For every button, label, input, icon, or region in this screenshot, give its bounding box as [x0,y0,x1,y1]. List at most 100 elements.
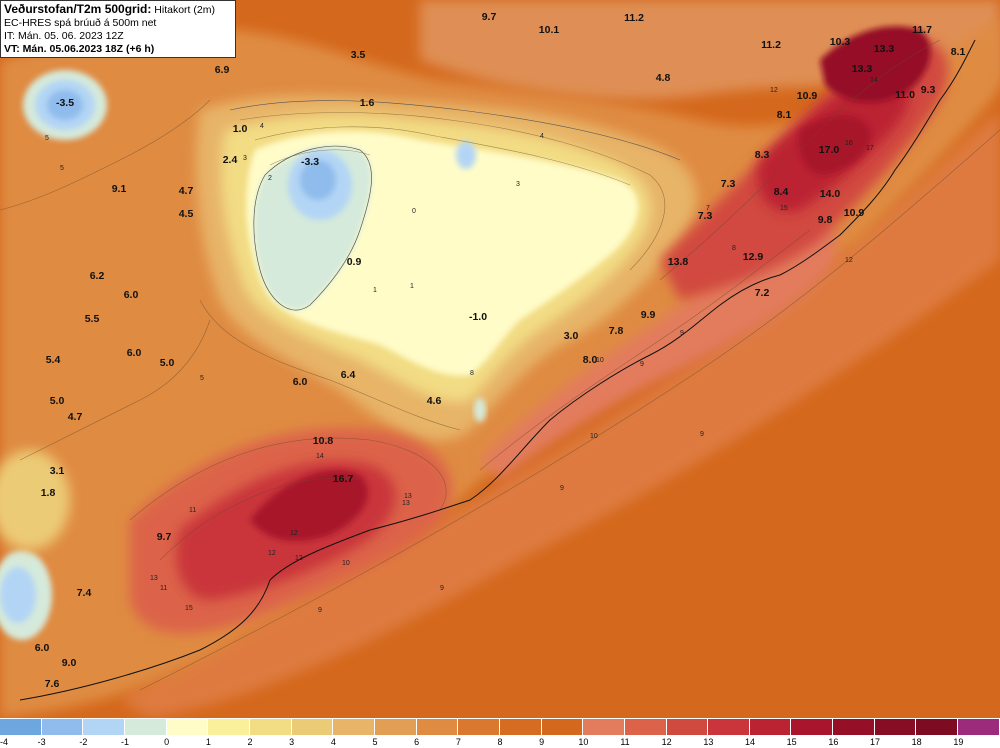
temperature-value-label: 11.2 [624,12,644,24]
legend-color-cell [41,719,84,735]
map-info-box: Veðurstofan/T2m 500grid: Hitakort (2m) E… [0,0,236,58]
temperature-value-label: 1.8 [41,487,56,499]
legend-tick-label: 2 [247,737,253,747]
temperature-value-label: 8.0 [583,354,598,366]
temperature-value-label: 10.9 [797,90,818,102]
west-yellow-zone [0,450,70,550]
temperature-value-label: 7.3 [721,178,736,190]
temperature-value-label: 10.8 [313,435,334,447]
legend-color-cell [874,719,917,735]
temperature-value-label: 11.0 [895,89,915,101]
temperature-value-label: 7.2 [755,287,770,299]
legend-color-cell [833,719,875,735]
temperature-value-label: 8.3 [755,149,770,161]
east-hottest-zone [820,26,931,103]
temperature-value-label: 1.6 [360,97,375,109]
legend-color-cell [958,719,1000,735]
legend-tick-label: -1 [120,737,130,747]
isotherm-label: 11 [189,507,196,514]
map-title-bold: Veðurstofan/T2m 500grid: [4,2,152,16]
isotherm-label: 16 [845,140,853,147]
temperature-value-label: 6.9 [215,64,230,76]
legend-tick-label: 4 [330,737,336,747]
isotherm-label: 5 [60,165,64,172]
legend-tick-label: 14 [744,737,756,747]
warm-sea-band [120,110,1000,718]
legend-color-cell [791,719,834,735]
lake-myvatn [456,141,476,169]
temperature-value-label: 5.4 [46,354,61,366]
legend-tick-label: 12 [661,737,672,747]
isotherm-label: 14 [870,77,878,84]
legend-color-cell [166,719,209,735]
init-time-line: IT: Mán. 05. 06. 2023 12Z [4,30,124,42]
legend-tick-label: 15 [786,737,797,747]
temperature-value-label: 1.0 [233,123,248,135]
isotherm-label: 2 [268,175,272,182]
isotherm-label: 9 [700,431,704,438]
temperature-fields [0,0,1000,718]
temperature-value-label: 0.9 [347,256,362,268]
temperature-value-label: 9.9 [641,309,656,321]
temperature-value-label: 11.2 [761,39,781,51]
temperature-value-label: 6.0 [127,347,142,359]
temperature-value-label: 6.2 [90,270,105,282]
cold-core-nw-inner [47,90,83,120]
cold-core-vatna-inner [300,160,336,200]
color-legend: -4 -3 -2 -1 0 1 2 3 4 5 6 7 8 9 10 11 12 13 14 15 16 17 18 19 [0,718,1000,748]
temperature-value-label: 9.7 [157,531,172,543]
temperature-value-label: 5.0 [50,395,65,407]
legend-color-cell [208,719,250,735]
isotherm-label: 5 [200,375,204,382]
legend-color-cell [583,719,625,735]
legend-labels: -4 -3 -2 -1 0 1 2 3 4 5 6 7 8 9 10 11 12 13 14 15 16 17 18 19 [0,737,1000,748]
isotherm-label: 13 [404,493,412,500]
temperature-value-label: 16.7 [333,473,354,485]
temperature-value-label: 9.1 [112,183,127,195]
temperature-value-label: 4.7 [179,185,194,197]
isotherm-label: 9 [440,585,444,592]
temperature-value-label: 7.6 [45,678,60,690]
temperature-value-label: 12.9 [743,251,764,263]
legend-tick-label: 17 [869,737,881,747]
temperature-value-label: 9.7 [482,11,497,23]
isotherm-label: 8 [732,245,736,252]
isotherm-label: 12 [268,550,276,557]
isotherm-label: 9 [318,607,322,614]
legend-color-cell [0,719,42,735]
legend-tick-label: -3 [37,737,46,747]
isotherm-label: 0 [412,208,416,215]
legend-tick-label: 7 [455,737,461,747]
temperature-value-label: 4.8 [656,72,671,84]
legend-tick-label: 13 [703,737,714,747]
temperature-value-label: 6.0 [293,376,308,388]
legend-tick-label: 18 [911,737,922,747]
isotherm-label: 8 [470,370,474,377]
isotherm-label: 3 [243,155,247,162]
south-lowland-hottest [250,470,369,542]
legend-color-cell [458,719,500,735]
isotherm-label: 12 [295,555,303,562]
legend-color-cell [291,719,334,735]
legend-tick-label: 3 [289,737,295,747]
isotherm-label: 15 [780,205,788,212]
legend-color-cell [374,719,417,735]
contour-labels: 5554321014378111213131412109999891416171… [45,77,878,614]
isotherm-label: 9 [640,361,644,368]
isotherm-label: 4 [260,123,264,130]
temperature-value-label: 8.1 [951,46,966,58]
isotherm-label: 12 [770,87,778,94]
temperature-value-label: 13.8 [668,256,689,268]
temperature-value-label: -1.0 [469,311,487,323]
legend-tick-label: -4 [0,737,9,747]
legend-tick-label: 1 [205,737,211,747]
legend-color-cell [666,719,709,735]
isotherm-label: 9 [560,485,564,492]
legend-tick-label: 5 [372,737,378,747]
temperature-value-label: 10.1 [539,24,560,36]
legend-color-cell [916,719,959,735]
east-mid-hot [798,115,871,175]
isotherm-label: 1 [410,283,414,290]
temperature-value-label: -3.5 [56,97,74,109]
